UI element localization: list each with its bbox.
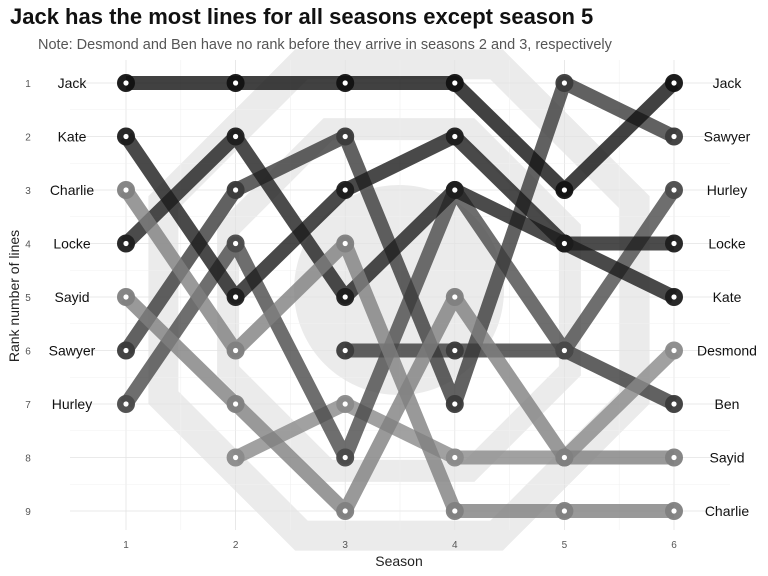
point-center-sawyer xyxy=(452,401,458,407)
point-center-hurley xyxy=(123,401,129,407)
y-tick-label: 8 xyxy=(25,454,31,465)
left-name-label: Hurley xyxy=(52,396,92,412)
right-name-label: Ben xyxy=(715,396,740,412)
point-center-locke xyxy=(452,187,458,193)
point-center-ben xyxy=(342,347,348,354)
point-center-locke xyxy=(123,240,129,247)
left-name-label: Sawyer xyxy=(49,343,96,359)
series-points xyxy=(117,74,683,520)
point-center-kate xyxy=(561,240,568,247)
point-center-jack xyxy=(342,80,348,86)
point-center-sawyer xyxy=(123,347,129,354)
point-center-sawyer xyxy=(561,80,568,86)
series-line-ben xyxy=(345,343,678,411)
point-center-charlie xyxy=(561,508,568,514)
point-center-charlie xyxy=(233,347,239,354)
chart-title: Jack has the most lines for all seasons … xyxy=(10,4,594,29)
point-center-locke xyxy=(671,240,677,247)
point-center-locke xyxy=(233,133,239,140)
left-name-label: Jack xyxy=(58,75,88,91)
point-center-jack xyxy=(233,80,239,86)
point-center-charlie xyxy=(342,240,348,247)
y-tick-label: 3 xyxy=(25,186,31,197)
point-center-sayid xyxy=(342,508,348,514)
point-center-kate xyxy=(123,133,129,140)
y-tick-label: 5 xyxy=(25,293,31,304)
series-line-kate xyxy=(120,129,678,304)
point-center-desmond xyxy=(671,347,677,354)
left-name-label: Charlie xyxy=(50,182,95,198)
point-center-charlie xyxy=(123,187,129,193)
point-center-jack xyxy=(671,80,677,86)
x-tick-label: 6 xyxy=(671,540,677,551)
point-center-ben xyxy=(671,401,677,407)
x-tick-label: 5 xyxy=(562,540,568,551)
point-center-sayid xyxy=(452,294,458,300)
point-center-desmond xyxy=(342,401,348,407)
point-center-charlie xyxy=(452,508,458,514)
y-tick-label: 6 xyxy=(25,347,31,358)
point-center-jack xyxy=(561,187,568,193)
chart-subtitle: Note: Desmond and Ben have no rank befor… xyxy=(38,37,612,53)
y-tick-label: 2 xyxy=(25,133,31,144)
point-center-sawyer xyxy=(671,133,677,140)
point-center-sayid xyxy=(561,454,568,461)
point-center-sayid xyxy=(671,454,677,461)
series-line-charlie xyxy=(120,186,674,518)
point-center-hurley xyxy=(561,347,568,354)
point-center-hurley xyxy=(233,240,239,247)
y-axis-label: Rank number of lines xyxy=(6,230,22,362)
point-center-ben xyxy=(452,347,458,354)
y-tick-label: 7 xyxy=(25,400,31,411)
watermark-octagon-inner xyxy=(217,118,581,482)
series-line-jack xyxy=(126,76,679,197)
point-center-jack xyxy=(452,80,458,86)
y-tick-label: 9 xyxy=(25,507,31,518)
right-name-label: Kate xyxy=(713,289,742,305)
point-center-kate xyxy=(671,294,677,300)
point-center-sawyer xyxy=(233,187,239,193)
x-tick-label: 3 xyxy=(342,540,348,551)
point-center-kate xyxy=(233,294,239,300)
right-name-label: Sawyer xyxy=(704,129,751,145)
series-line-locke xyxy=(121,129,674,304)
right-name-label: Charlie xyxy=(705,503,750,519)
point-center-jack xyxy=(123,80,129,86)
left-name-label: Kate xyxy=(58,129,87,145)
point-center-kate xyxy=(342,187,348,193)
series-line-sayid xyxy=(121,290,674,518)
right-name-label: Desmond xyxy=(697,343,757,359)
left-name-label: Sayid xyxy=(54,289,89,305)
right-name-label: Locke xyxy=(708,236,746,252)
series-line-sawyer xyxy=(120,76,678,411)
left-name-label: Locke xyxy=(53,236,91,252)
point-center-locke xyxy=(342,294,348,300)
right-name-label: Sayid xyxy=(709,450,744,466)
point-center-sayid xyxy=(233,401,239,407)
point-center-desmond xyxy=(452,454,458,461)
right-name-label: Jack xyxy=(713,75,743,91)
x-tick-label: 2 xyxy=(233,540,239,551)
point-center-sawyer xyxy=(342,133,348,140)
y-tick-label: 4 xyxy=(25,240,31,251)
point-center-hurley xyxy=(671,187,677,193)
point-center-hurley xyxy=(342,454,348,461)
point-center-charlie xyxy=(671,508,677,514)
x-tick-label: 1 xyxy=(123,540,129,551)
y-tick-label: 1 xyxy=(25,79,31,90)
point-center-sayid xyxy=(123,294,129,300)
x-axis-label: Season xyxy=(375,553,422,569)
point-center-desmond xyxy=(233,454,239,461)
tick-and-name-labels: 1 2 3 4 5 6 7 8 9 1 2 3 4 5 6 Jack Kate Charlie Locke Sayid… xyxy=(25,75,757,551)
x-tick-label: 4 xyxy=(452,540,458,551)
right-name-label: Hurley xyxy=(707,182,747,198)
point-center-kate xyxy=(452,133,458,140)
